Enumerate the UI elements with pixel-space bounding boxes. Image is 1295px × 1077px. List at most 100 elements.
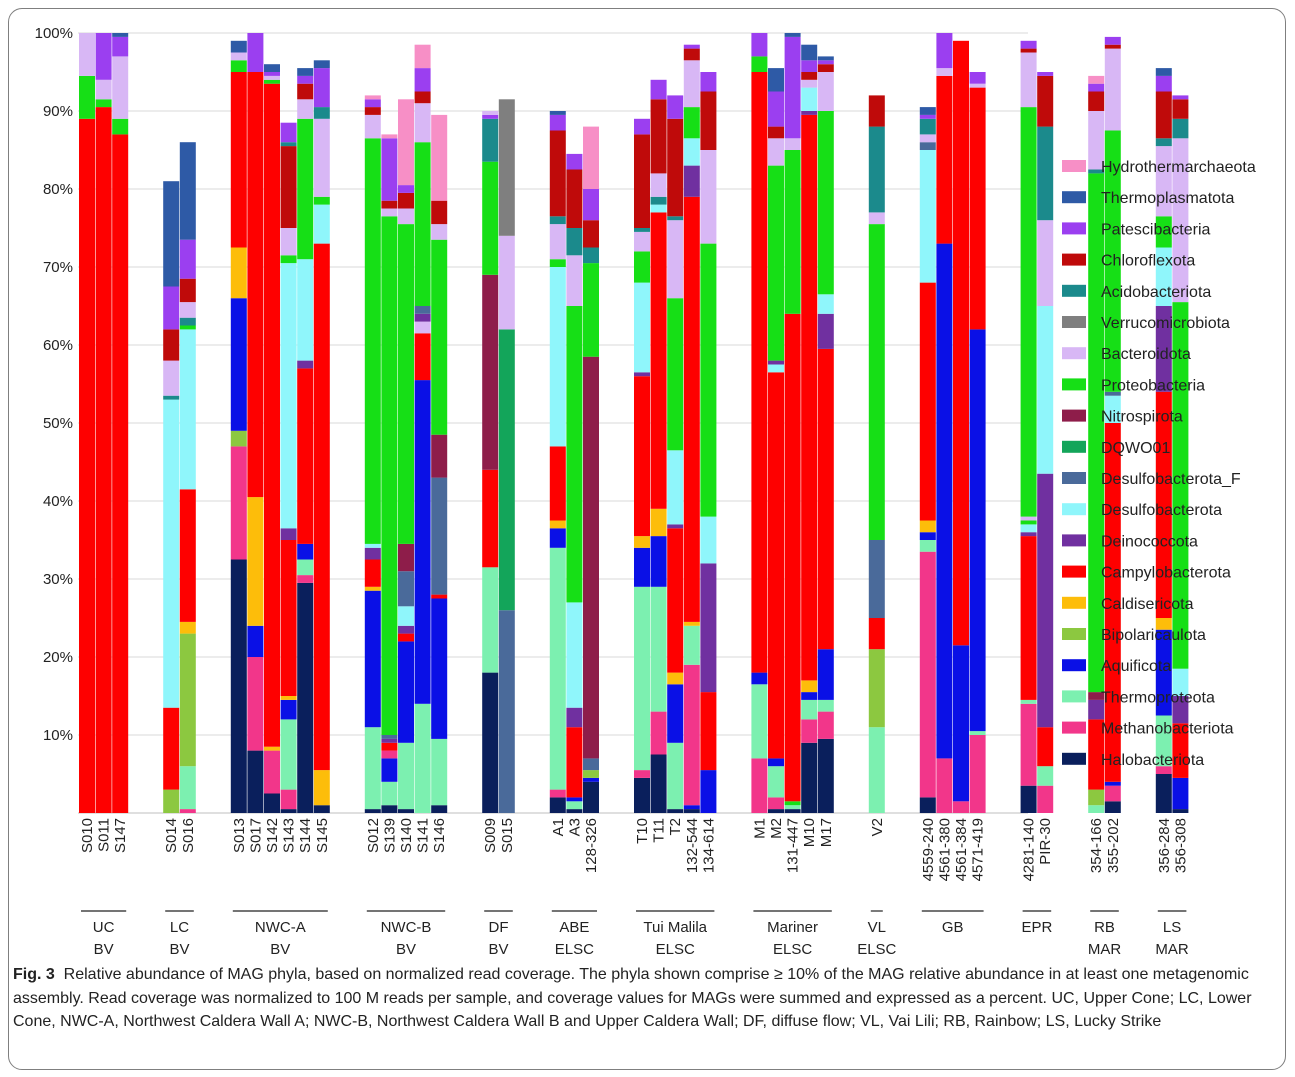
legend-swatch bbox=[1062, 378, 1086, 391]
bar-segment bbox=[280, 696, 297, 700]
x-tick-label: S139 bbox=[381, 818, 398, 853]
bar-segment bbox=[1020, 48, 1037, 53]
x-tick-label: 4281-140 bbox=[1021, 818, 1038, 881]
bar-segment bbox=[247, 625, 264, 657]
bar-segment bbox=[801, 719, 818, 743]
bar-segment bbox=[364, 559, 381, 587]
bar-segment bbox=[1172, 95, 1189, 100]
group-label: Tui Malila bbox=[643, 919, 707, 936]
bar-segment bbox=[414, 321, 431, 334]
bar-segment bbox=[700, 692, 717, 771]
x-tick-label: 4561-384 bbox=[953, 818, 970, 881]
bar-segment bbox=[751, 72, 768, 673]
bar-segment bbox=[700, 516, 717, 564]
bar-segment bbox=[264, 79, 280, 84]
bar-segment bbox=[868, 212, 885, 225]
y-tick-label: 80% bbox=[43, 181, 73, 198]
x-tick-label: 131-447 bbox=[785, 818, 802, 873]
bar-segment bbox=[650, 79, 667, 100]
bar-segment bbox=[1172, 696, 1189, 724]
bar-segment bbox=[313, 805, 330, 813]
bar-segment bbox=[1037, 72, 1054, 76]
bar-segment bbox=[112, 118, 129, 135]
bar-segment bbox=[264, 750, 280, 794]
bar-segment bbox=[683, 621, 700, 626]
legend-swatch bbox=[1062, 628, 1086, 640]
bar-segment bbox=[1020, 107, 1037, 517]
bar-segment bbox=[297, 559, 314, 576]
bar-segment bbox=[313, 243, 330, 771]
bar-segment bbox=[549, 520, 566, 529]
bar-segment bbox=[650, 508, 667, 537]
bar-segment bbox=[868, 95, 885, 127]
x-tick-label: A3 bbox=[566, 818, 583, 836]
bar-segment bbox=[364, 95, 381, 100]
x-tick-label: S014 bbox=[163, 818, 180, 853]
bar-segment bbox=[667, 450, 684, 525]
bar-segment bbox=[313, 770, 330, 806]
group-sublabel: ELSC bbox=[555, 941, 594, 958]
bar-segment bbox=[179, 325, 196, 330]
group-sublabel: ELSC bbox=[773, 941, 812, 958]
bar-segment bbox=[817, 64, 834, 72]
bar-segment bbox=[398, 641, 414, 743]
x-tick-label: S012 bbox=[365, 818, 382, 853]
bar-segment bbox=[1104, 781, 1121, 786]
group-sublabel: MAR bbox=[1155, 941, 1189, 958]
bar-segment bbox=[431, 738, 448, 806]
bar-segment bbox=[297, 83, 314, 100]
bar-segment bbox=[650, 99, 667, 174]
bar-segment bbox=[583, 189, 599, 221]
bar-segment bbox=[1155, 715, 1172, 767]
bar-segment bbox=[768, 797, 784, 810]
bar-segment bbox=[1088, 805, 1105, 813]
bar-segment bbox=[868, 727, 885, 813]
bar-segment bbox=[95, 33, 112, 80]
bar-segment bbox=[700, 150, 717, 244]
bar-segment bbox=[1020, 703, 1037, 786]
bar-segment bbox=[583, 247, 599, 264]
bar-segment bbox=[163, 395, 180, 400]
bar-segment bbox=[179, 278, 196, 303]
bar-segment bbox=[364, 99, 381, 108]
bar-segment bbox=[1104, 391, 1121, 396]
bar-segment bbox=[667, 684, 684, 743]
bar-segment bbox=[801, 60, 818, 72]
bar-segment bbox=[1155, 391, 1172, 618]
bar-segment bbox=[381, 742, 398, 751]
bar-segment bbox=[398, 633, 414, 642]
bar-segment bbox=[112, 56, 129, 119]
legend-label: Deinococcota bbox=[1101, 533, 1198, 550]
bar-segment bbox=[667, 216, 684, 221]
bar-segment bbox=[817, 294, 834, 314]
bar-segment bbox=[398, 625, 414, 634]
bar-segment bbox=[784, 138, 801, 150]
bar-segment bbox=[566, 727, 583, 798]
bar-segment bbox=[650, 754, 667, 813]
x-tick-label: S143 bbox=[281, 818, 298, 853]
y-tick-label: 50% bbox=[43, 415, 73, 432]
bar-segment bbox=[1020, 52, 1037, 108]
bar-segment bbox=[1037, 75, 1054, 127]
bar-segment bbox=[549, 797, 566, 813]
bar-segment bbox=[398, 809, 414, 813]
bar-segment bbox=[919, 150, 936, 283]
bar-segment bbox=[179, 809, 196, 813]
bar-segment bbox=[801, 79, 818, 88]
bar-segment bbox=[549, 224, 566, 260]
bar-segment bbox=[634, 228, 650, 232]
bar-segment bbox=[297, 99, 314, 119]
legend-swatch bbox=[1062, 659, 1086, 672]
bar-segment bbox=[264, 75, 280, 80]
bar-segment bbox=[700, 91, 717, 150]
bar-segment bbox=[969, 87, 986, 330]
bar-segment bbox=[549, 267, 566, 447]
x-tick-label: M1 bbox=[751, 818, 768, 839]
bar-segment bbox=[667, 528, 684, 673]
bar-segment bbox=[566, 797, 583, 802]
bar-segment bbox=[364, 543, 381, 548]
x-tick-label: PIR-30 bbox=[1037, 818, 1054, 865]
bar-segment bbox=[751, 56, 768, 72]
bar-segment bbox=[683, 107, 700, 139]
bar-segment bbox=[583, 263, 599, 357]
